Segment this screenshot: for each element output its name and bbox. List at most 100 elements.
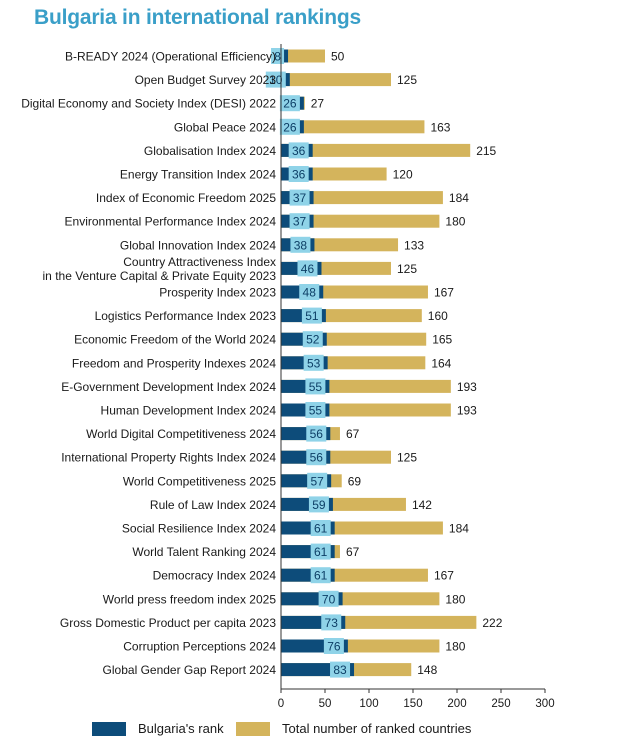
rank-badge	[279, 95, 300, 112]
bar-row: 56 125 International Property Rights Index…	[61, 449, 417, 466]
category-label: Index of Economic Freedom 2025	[96, 191, 276, 205]
bar-row: 61 67 World Talent Ranking 2024	[132, 543, 360, 560]
rank-value-label: 51	[305, 309, 319, 323]
rank-badge	[321, 614, 342, 631]
chart-title: Bulgaria in international rankings	[34, 6, 361, 29]
bar-row: 26 163 Global Peace 2024	[174, 118, 451, 135]
total-value-label: 184	[449, 522, 469, 536]
category-label: Environmental Performance Index 2024	[65, 215, 277, 229]
legend-item-total: Total number of ranked countries	[236, 721, 471, 736]
rank-badge	[301, 307, 322, 324]
rank-value-label: 61	[314, 522, 328, 536]
bar-row: 46 125 Country Attractiveness Index in the …	[43, 255, 418, 283]
legend-swatch-rank	[92, 721, 126, 736]
legend-label-total: Total number of ranked countries	[282, 721, 472, 736]
total-bar	[281, 73, 391, 87]
bar-row: 8 50 B-READY 2024 (Operational Efficiency)	[65, 48, 345, 64]
x-tick-label: 0	[278, 698, 284, 710]
rank-badge	[318, 590, 339, 607]
total-value-label: 133	[404, 238, 424, 252]
total-value-label: 193	[457, 380, 477, 394]
rank-value-label: 61	[314, 545, 328, 559]
total-bar	[281, 49, 325, 63]
bar-row: 26 27 Digital Economy and Society Index (D…	[21, 95, 324, 112]
x-tick-label: 250	[491, 698, 510, 710]
rank-value-label: 55	[309, 404, 323, 418]
category-label: Freedom and Prosperity Indexes 2024	[72, 356, 276, 370]
x-axis: 0 50 100 150 200 250 300	[278, 44, 555, 710]
rank-value-label: 36	[292, 168, 306, 182]
rank-badge	[305, 378, 326, 395]
rank-value-label: 8	[274, 50, 281, 64]
bar-row: 59 142 Rule of Law Index 2024	[150, 496, 432, 513]
rank-badge	[307, 472, 328, 489]
total-value-label: 167	[434, 286, 454, 300]
rank-bar	[281, 49, 289, 63]
rank-badge	[290, 236, 311, 253]
rank-badge	[289, 189, 310, 206]
total-value-label: 50	[331, 50, 345, 64]
bar-row: 48 167 Prosperity Index 2023	[159, 284, 454, 300]
bar-row: 70 180 World press freedom index 2025	[103, 590, 466, 607]
rank-badge	[310, 543, 331, 560]
total-value-label: 125	[397, 262, 417, 276]
x-tick-label: 300	[535, 698, 554, 710]
rank-badge	[279, 118, 300, 135]
rank-badge	[288, 166, 309, 182]
rank-value-label: 46	[301, 262, 315, 276]
total-value-label: 67	[346, 545, 360, 559]
category-label: International Property Rights Index 2024	[61, 451, 276, 465]
rank-value-label: 10	[269, 73, 283, 87]
rank-badge	[308, 496, 329, 513]
bar-row: 73 222 Gross Domestic Product per capita 2…	[60, 614, 503, 631]
total-value-label: 193	[457, 404, 477, 418]
bars-group: 8 50 B-READY 2024 (Operational Efficiency)…	[21, 48, 503, 678]
rank-value-label: 61	[314, 569, 328, 583]
category-label: Gross Domestic Product per capita 2023	[60, 616, 276, 630]
category-label: Open Budget Survey 2023	[135, 73, 277, 87]
total-bar	[281, 214, 440, 228]
category-label: World Talent Ranking 2024	[132, 545, 276, 559]
total-value-label: 222	[482, 616, 502, 630]
bar-row: 55 193 E-Government Development Index 2024	[61, 378, 477, 395]
rank-badge	[323, 638, 344, 654]
legend-swatch-total	[236, 721, 270, 736]
total-value-label: 148	[417, 663, 437, 677]
bar-row: 57 69 World Competitiveness 2025	[123, 472, 361, 489]
category-label: Global Peace 2024	[174, 120, 276, 134]
x-tick-label: 100	[359, 698, 378, 710]
total-value-label: 164	[431, 356, 451, 370]
category-label: Globalisation Index 2024	[144, 144, 276, 158]
category-label: Human Development Index 2024	[101, 404, 277, 418]
bar-row: 83 148 Global Gender Gap Report 2024	[103, 661, 438, 678]
total-value-label: 165	[432, 333, 452, 347]
bar-row: 38 133 Global Innovation Index 2024	[120, 236, 424, 253]
total-bar	[281, 143, 471, 157]
bar-row: 56 67 World Digital Competitiveness 2024	[86, 425, 360, 442]
total-bar	[281, 120, 425, 134]
rank-value-label: 26	[283, 120, 297, 134]
rank-badge	[305, 402, 326, 418]
total-value-label: 184	[449, 191, 469, 205]
rank-value-label: 53	[307, 356, 321, 370]
category-label: World press freedom index 2025	[103, 592, 277, 606]
x-tick-label: 50	[319, 698, 332, 710]
bar-row: 36 215 Globalisation Index 2024	[144, 142, 497, 159]
rank-value-label: 56	[310, 451, 324, 465]
rank-badge	[302, 331, 323, 348]
category-label: Prosperity Index 2023	[159, 286, 276, 300]
total-value-label: 125	[397, 451, 417, 465]
legend-item-rank: Bulgaria's rank	[92, 721, 224, 736]
total-value-label: 180	[445, 215, 465, 229]
rank-value-label: 83	[333, 663, 347, 677]
total-value-label: 215	[476, 144, 496, 158]
category-label: Logistics Performance Index 2023	[95, 309, 277, 323]
rank-value-label: 37	[293, 215, 307, 229]
rank-badge	[310, 567, 331, 584]
category-label: Global Innovation Index 2024	[120, 238, 276, 252]
rank-value-label: 73	[325, 616, 339, 630]
category-label: World Digital Competitiveness 2024	[86, 427, 276, 441]
bar-row: 52 165 Economic Freedom of the World 2024	[74, 331, 453, 348]
category-label: Country Attractiveness Index in the Ventu…	[43, 255, 277, 283]
rank-value-label: 38	[294, 238, 308, 252]
